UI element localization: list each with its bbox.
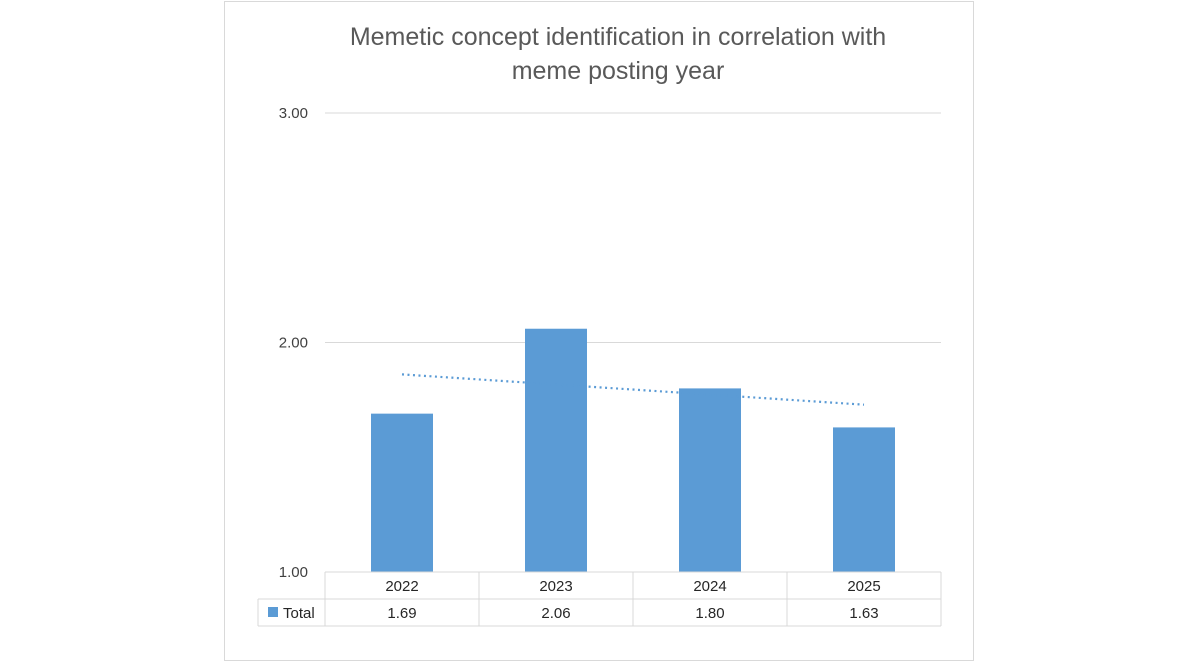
y-tick-label: 2.00 [279, 335, 308, 352]
chart-title-line-2: meme posting year [512, 57, 725, 85]
x-category-label: 2024 [693, 578, 726, 595]
legend-key [268, 607, 278, 617]
trendline [401, 373, 865, 406]
chart-title-line-1: Memetic concept identification in correl… [350, 23, 886, 51]
y-tick-label: 1.00 [279, 564, 308, 581]
legend-label: Total [283, 605, 315, 622]
x-category-label: 2025 [847, 578, 880, 595]
x-category-label: 2023 [539, 578, 572, 595]
data-label: 1.63 [849, 605, 878, 622]
bar [679, 388, 741, 572]
data-label: 2.06 [541, 605, 570, 622]
data-label: 1.69 [387, 605, 416, 622]
bar [371, 413, 433, 572]
bar [525, 328, 587, 572]
x-category-label: 2022 [385, 578, 418, 595]
bar [833, 427, 895, 572]
y-tick-label: 3.00 [279, 105, 308, 122]
data-label: 1.80 [695, 605, 724, 622]
